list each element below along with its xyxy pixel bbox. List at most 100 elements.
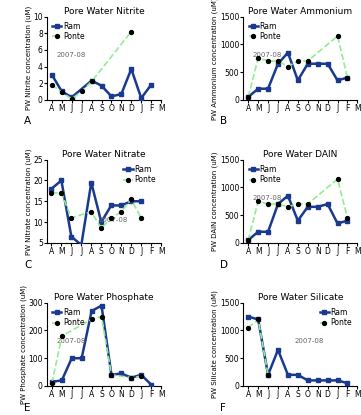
Ponte bbox=[129, 375, 134, 380]
Ponte bbox=[60, 90, 64, 95]
Ponte bbox=[89, 209, 93, 214]
Text: 2007-08: 2007-08 bbox=[252, 195, 282, 200]
Line: Ponte: Ponte bbox=[246, 317, 270, 377]
Ram bbox=[306, 378, 310, 383]
Ram bbox=[296, 218, 300, 223]
Ram bbox=[99, 303, 104, 308]
Ram bbox=[256, 317, 260, 322]
Ram bbox=[79, 242, 83, 247]
Legend: Ram, Ponte: Ram, Ponte bbox=[122, 164, 157, 186]
Y-axis label: PW Phosphate concentration (uM): PW Phosphate concentration (uM) bbox=[20, 285, 27, 404]
Ram bbox=[90, 78, 94, 83]
Ram bbox=[246, 95, 251, 100]
Ram bbox=[89, 180, 93, 185]
Ram bbox=[335, 378, 340, 383]
Ponte bbox=[246, 95, 251, 100]
Ram bbox=[90, 309, 94, 314]
Line: Ponte: Ponte bbox=[50, 29, 133, 101]
Legend: Ram, Ponte: Ram, Ponte bbox=[247, 164, 282, 186]
Line: Ram: Ram bbox=[50, 179, 143, 247]
Ram bbox=[139, 95, 143, 100]
Ram bbox=[70, 95, 74, 100]
Legend: Ram, Ponte: Ram, Ponte bbox=[247, 20, 282, 43]
Ram bbox=[335, 221, 340, 226]
Ram bbox=[286, 372, 290, 377]
Y-axis label: PW Ammonium concentration (uM): PW Ammonium concentration (uM) bbox=[212, 0, 218, 120]
Ram bbox=[266, 229, 270, 234]
Title: Pore Water DAIN: Pore Water DAIN bbox=[263, 150, 338, 159]
Ram bbox=[109, 203, 113, 208]
Ponte bbox=[266, 372, 270, 377]
Text: 2007-08: 2007-08 bbox=[56, 51, 86, 58]
Ponte bbox=[60, 334, 64, 339]
Ponte bbox=[266, 202, 270, 207]
Ponte bbox=[70, 96, 74, 101]
Ponte bbox=[109, 215, 113, 220]
Ram bbox=[99, 220, 103, 225]
Ponte bbox=[129, 197, 133, 202]
Text: 2007-08: 2007-08 bbox=[98, 217, 128, 223]
Text: 2007-08: 2007-08 bbox=[56, 338, 86, 344]
Title: Pore Water Nitrate: Pore Water Nitrate bbox=[62, 150, 146, 159]
Title: Pore Water Ammonium: Pore Water Ammonium bbox=[248, 7, 352, 16]
Ram bbox=[49, 186, 53, 191]
Ponte bbox=[286, 204, 290, 209]
Title: Pore Water Nitrite: Pore Water Nitrite bbox=[64, 7, 144, 16]
Ponte bbox=[296, 202, 300, 207]
Ram bbox=[276, 202, 280, 207]
Y-axis label: PW Silicate concentration (uM): PW Silicate concentration (uM) bbox=[212, 290, 218, 398]
Text: 2007-08: 2007-08 bbox=[295, 338, 324, 344]
Ram bbox=[306, 61, 310, 66]
Ponte bbox=[286, 64, 290, 69]
Line: Ram: Ram bbox=[50, 304, 153, 386]
Ram bbox=[60, 378, 64, 383]
Ponte bbox=[256, 317, 260, 322]
Ram bbox=[149, 382, 153, 387]
Ram bbox=[70, 356, 74, 361]
Ponte bbox=[50, 82, 54, 87]
Ponte bbox=[50, 381, 54, 386]
Line: Ponte: Ponte bbox=[50, 315, 143, 385]
Y-axis label: PW Nitrite concentration (uM): PW Nitrite concentration (uM) bbox=[25, 6, 32, 110]
Ram bbox=[119, 371, 123, 376]
Ram bbox=[60, 89, 64, 94]
Ponte bbox=[109, 372, 114, 377]
Ram bbox=[276, 61, 280, 66]
Title: Pore Water Silicate: Pore Water Silicate bbox=[257, 293, 343, 302]
Line: Ram: Ram bbox=[50, 67, 153, 100]
Ram bbox=[139, 199, 143, 204]
Ponte bbox=[335, 34, 340, 39]
Ponte bbox=[49, 190, 53, 195]
Ram bbox=[266, 372, 270, 377]
Ponte bbox=[276, 59, 280, 63]
Ram bbox=[69, 234, 74, 239]
Ram bbox=[50, 72, 54, 77]
Ram bbox=[129, 199, 133, 204]
Text: F: F bbox=[221, 403, 226, 413]
Ram bbox=[345, 381, 350, 386]
Ram bbox=[99, 83, 104, 88]
Ponte bbox=[345, 75, 350, 80]
Ram bbox=[286, 193, 290, 198]
Ponte bbox=[139, 374, 143, 379]
Ram bbox=[345, 218, 350, 223]
Ponte bbox=[99, 226, 103, 231]
Text: D: D bbox=[221, 259, 229, 269]
Ram bbox=[266, 86, 270, 91]
Ponte bbox=[256, 56, 260, 61]
Ram bbox=[316, 378, 320, 383]
Ram bbox=[316, 61, 320, 66]
Ponte bbox=[139, 215, 143, 220]
Ram bbox=[296, 372, 300, 377]
Ponte bbox=[306, 59, 310, 63]
Ponte bbox=[246, 325, 251, 330]
Ram bbox=[246, 314, 251, 319]
Ponte bbox=[266, 59, 270, 63]
Ram bbox=[119, 91, 123, 96]
Legend: Ram, Ponte: Ram, Ponte bbox=[318, 307, 353, 329]
Legend: Ram, Ponte: Ram, Ponte bbox=[51, 20, 86, 43]
Line: Ponte: Ponte bbox=[246, 177, 349, 242]
Ram bbox=[256, 86, 260, 91]
Ram bbox=[345, 75, 350, 80]
Ram bbox=[119, 203, 123, 208]
